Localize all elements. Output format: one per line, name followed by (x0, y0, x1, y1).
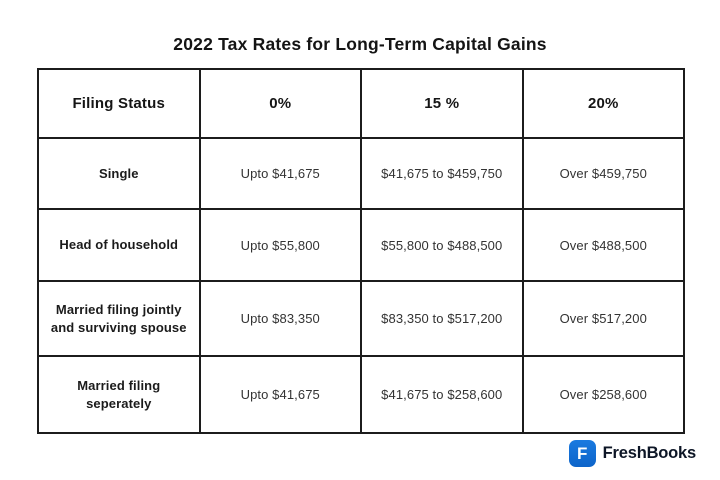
cell-15-percent-range: $41,675 to $258,600 (360, 355, 524, 434)
cell-15-percent-range: $83,350 to $517,200 (360, 280, 524, 357)
cell-20-percent-range: Over $459,750 (521, 137, 685, 210)
freshbooks-f-icon: F (568, 440, 596, 467)
freshbooks-logo: F FreshBooks (568, 440, 697, 467)
table-row-single: Single Upto $41,675 $41,675 to $459,750 … (37, 137, 685, 210)
table-row-married-separately: Married filing seperately Upto $41,675 $… (37, 355, 685, 434)
cell-0-percent-range: Upto $55,800 (198, 208, 362, 282)
cell-20-percent-range: Over $258,600 (521, 355, 685, 434)
freshbooks-wordmark: FreshBooks (602, 444, 697, 462)
cell-filing-status: Head of household (37, 208, 201, 282)
logo-letter: F (576, 444, 588, 463)
page-title: 2022 Tax Rates for Long-Term Capital Gai… (173, 34, 547, 54)
cell-filing-status: Married filing seperately (37, 355, 201, 434)
cell-0-percent-range: Upto $41,675 (198, 137, 362, 210)
cell-15-percent-range: $55,800 to $488,500 (360, 208, 524, 282)
cell-20-percent-range: Over $517,200 (521, 280, 685, 357)
cell-0-percent-range: Upto $83,350 (198, 280, 362, 357)
tax-rates-table: Filing Status 0% 15 % 20% Single Upto $4… (37, 68, 685, 434)
cell-filing-status: Single (37, 137, 201, 210)
cell-filing-status: Married filing jointly and surviving spo… (37, 280, 201, 357)
cell-15-percent-range: $41,675 to $459,750 (360, 137, 524, 210)
cell-0-percent-range: Upto $41,675 (198, 355, 362, 434)
column-header-15-percent: 15 % (360, 68, 524, 139)
table-row-head-of-household: Head of household Upto $55,800 $55,800 t… (37, 208, 685, 282)
table-header-row: Filing Status 0% 15 % 20% (37, 68, 685, 139)
column-header-20-percent: 20% (521, 68, 685, 139)
column-header-0-percent: 0% (198, 68, 362, 139)
cell-20-percent-range: Over $488,500 (521, 208, 685, 282)
table-row-married-jointly: Married filing jointly and surviving spo… (37, 280, 685, 357)
column-header-filing-status: Filing Status (37, 68, 201, 139)
